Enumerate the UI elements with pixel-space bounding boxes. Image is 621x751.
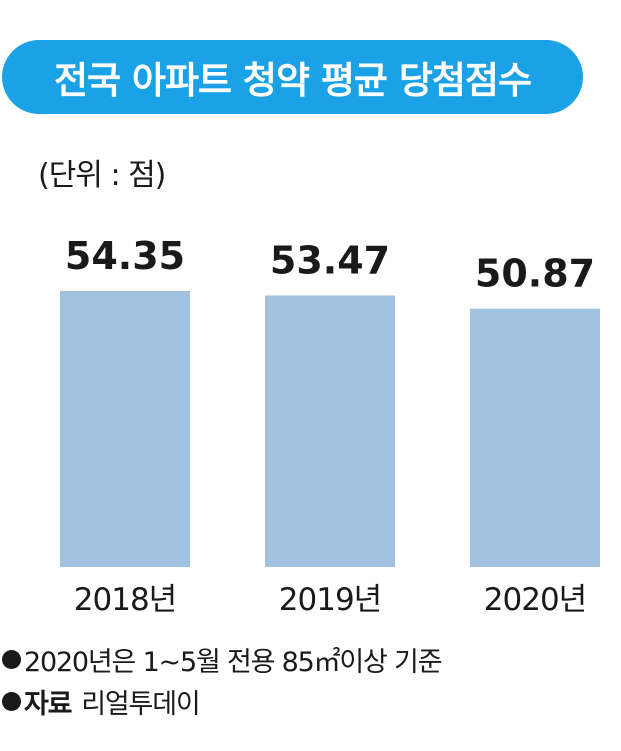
category-label-2018년: 2018년 xyxy=(74,582,176,618)
source-value: 리얼투데이 xyxy=(81,689,200,720)
bar-2018년 xyxy=(60,291,190,567)
footnote-note-text: 2020년은 1~5월 전용 85㎡이상 기준 xyxy=(24,647,443,678)
value-label-2020년: 50.87 xyxy=(475,252,595,296)
category-label-2020년: 2020년 xyxy=(484,582,586,618)
bullet-icon xyxy=(2,650,21,669)
bar-2019년 xyxy=(265,295,395,567)
footnote-source: 자료 리얼투데이 xyxy=(2,682,201,721)
value-label-2019년: 53.47 xyxy=(270,238,390,282)
bullet-icon xyxy=(2,692,21,711)
bar-chart: 54.35 2018년 53.47 2019년 50.87 2020년 xyxy=(60,234,600,618)
source-label: 자료 xyxy=(24,689,72,720)
title-banner: 전국 아파트 청약 평균 당첨점수 xyxy=(2,40,583,114)
unit-label: (단위 : 점) xyxy=(38,158,166,193)
value-label-2018년: 54.35 xyxy=(65,234,185,278)
bar-2020년 xyxy=(470,308,600,567)
chart-title: 전국 아파트 청약 평균 당첨점수 xyxy=(53,59,532,102)
footnote-note: 2020년은 1~5월 전용 85㎡이상 기준 xyxy=(2,640,443,679)
category-label-2019년: 2019년 xyxy=(279,582,381,618)
